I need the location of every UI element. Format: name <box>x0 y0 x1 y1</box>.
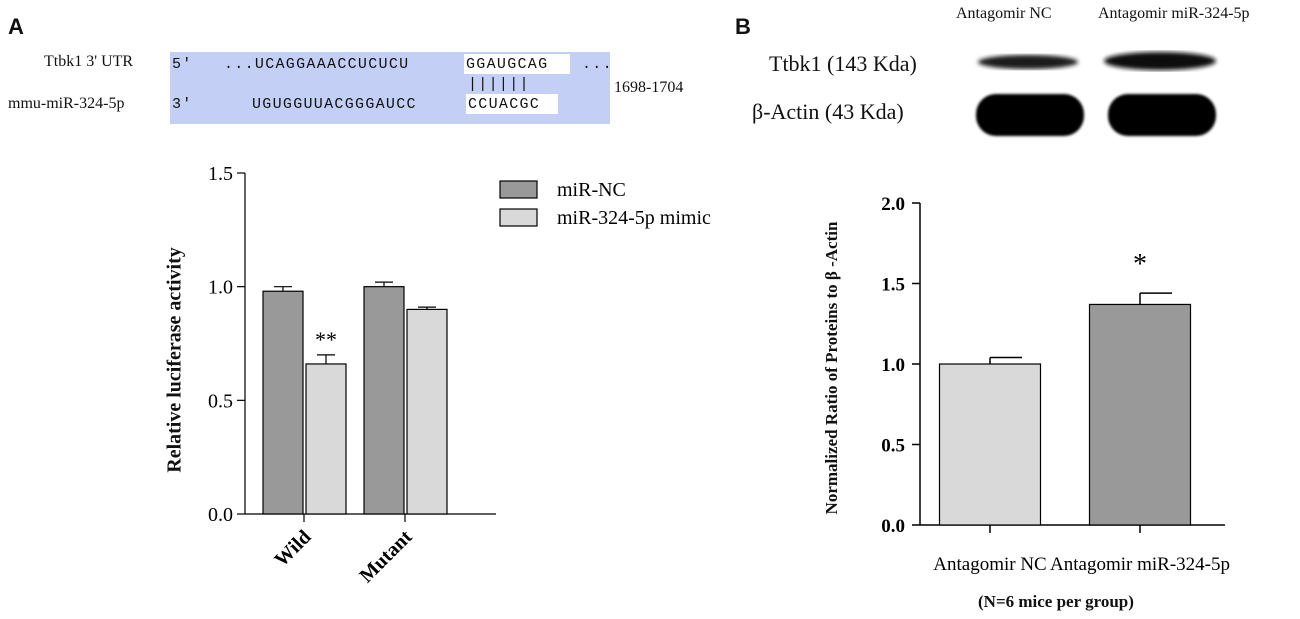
luciferase-y-tick-label: 1.0 <box>208 277 233 299</box>
luciferase-bar <box>262 290 304 515</box>
mirna-sequence: UGUGGUUACGGGAUCC <box>252 96 417 113</box>
protein-y-tick-label: 1.0 <box>881 355 905 376</box>
protein-y-tick-label: 2.0 <box>881 194 905 215</box>
panel-label-b: B <box>735 14 751 39</box>
luciferase-category-label: Wild <box>270 526 315 571</box>
luciferase-bar <box>363 286 405 515</box>
mirna-label: mmu-miR-324-5p <box>8 95 125 112</box>
luciferase-chart: 0.0 0.5 1.0 1.5 ** Wild Mutant miR-NC miR-324-5p… <box>208 163 711 587</box>
utr-seed: GGAUGCAG <box>466 56 549 73</box>
luciferase-ylabel: Relative luciferase activity <box>163 247 186 473</box>
band-ttbk1-nc <box>978 55 1078 69</box>
luciferase-y-tick-label: 1.5 <box>208 163 233 185</box>
protein-category-label: Antagomir miR-324-5p <box>1050 554 1230 575</box>
band-actin-antagomir <box>1108 94 1216 136</box>
protein-category-label: Antagomir NC <box>933 554 1046 575</box>
sequence-alignment-box: 5' ...UCAGGAAACCUCUCU GGAUGCAG ... |||||… <box>170 52 613 124</box>
group-size-footnote: (N=6 mice per group) <box>978 592 1134 611</box>
luciferase-y-tick-label: 0.0 <box>208 504 233 526</box>
luciferase-y-tick-label: 0.5 <box>208 390 233 412</box>
luciferase-category-label: Mutant <box>355 526 416 587</box>
blot-row-label-ttbk1: Ttbk1 (143 Kda) <box>769 51 917 76</box>
legend-label: miR-324-5p mimic <box>557 207 711 229</box>
band-actin-nc <box>976 94 1084 136</box>
protein-bar <box>938 363 1042 526</box>
blot-row-label-actin: β-Actin (43 Kda) <box>752 99 904 124</box>
band-ttbk1-antagomir <box>1104 52 1216 70</box>
protein-y-tick-label: 1.5 <box>881 275 905 296</box>
mirna-seed: CCUACGC <box>468 96 541 113</box>
mirna-prime: 3' <box>172 96 193 113</box>
significance-marker: * <box>1133 249 1147 280</box>
utr-tail: ... <box>582 56 613 73</box>
seed-pairing: |||||| <box>468 76 530 93</box>
legend-swatch <box>499 208 538 227</box>
panel-label-a: A <box>8 14 24 39</box>
utr-sequence: ...UCAGGAAACCUCUCU <box>224 56 410 73</box>
protein-y-tick-label: 0.5 <box>881 436 905 457</box>
binding-position: 1698-1704 <box>614 79 684 96</box>
protein-y-tick-label: 0.0 <box>881 516 905 537</box>
western-blot-image <box>976 52 1216 136</box>
protein-ratio-chart: 0.0 0.5 1.0 1.5 2.0 Antagomir NC * Antagomir mi… <box>881 194 1230 575</box>
blot-lane-header-1: Antagomir NC <box>956 5 1052 22</box>
protein-bar <box>1088 303 1192 526</box>
legend-label: miR-NC <box>557 179 626 201</box>
luciferase-bar <box>305 363 347 515</box>
significance-marker: ** <box>315 327 337 352</box>
utr-label: Ttbk1 3' UTR <box>44 53 134 70</box>
blot-lane-header-2: Antagomir miR-324-5p <box>1098 5 1250 22</box>
utr-prime: 5' <box>172 56 193 73</box>
utr-seed-highlight <box>464 54 570 74</box>
protein-ylabel: Normalized Ratio of Proteins to β -Actin <box>822 221 841 515</box>
luciferase-bar <box>406 308 448 515</box>
legend-swatch <box>499 180 538 199</box>
mirna-seed-highlight <box>466 94 558 114</box>
